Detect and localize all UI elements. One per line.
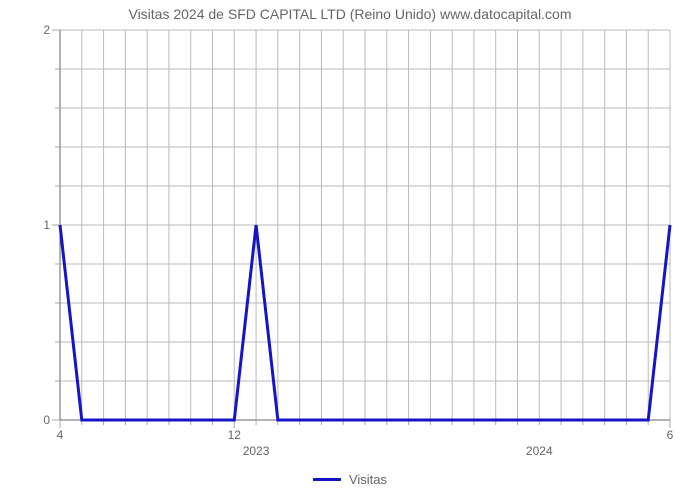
x-tick-label: 12 — [228, 428, 241, 442]
y-tick-label: 0 — [10, 413, 50, 427]
axes — [52, 30, 670, 428]
x-tick-label: 4 — [57, 428, 64, 442]
legend-label: Visitas — [349, 472, 387, 487]
legend: Visitas — [313, 472, 387, 487]
x-year-label: 2023 — [243, 444, 270, 458]
legend-line-icon — [313, 478, 341, 481]
chart-container: Visitas 2024 de SFD CAPITAL LTD (Reino U… — [0, 0, 700, 500]
y-tick-label: 2 — [10, 23, 50, 37]
x-year-label: 2024 — [526, 444, 553, 458]
gridlines — [60, 30, 670, 420]
chart-svg — [0, 0, 700, 500]
y-tick-label: 1 — [10, 218, 50, 232]
x-tick-label: 6 — [667, 428, 674, 442]
